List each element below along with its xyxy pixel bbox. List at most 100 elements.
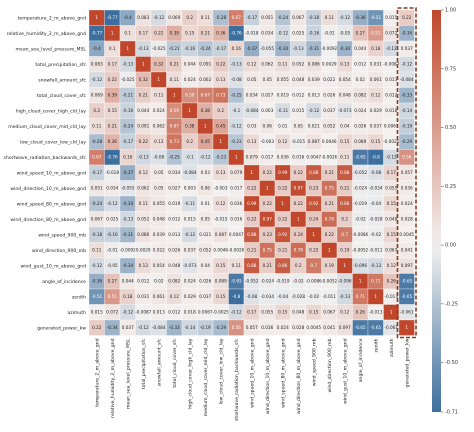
cell-label: 0.11 bbox=[278, 61, 288, 66]
cell-label: 1 bbox=[359, 278, 362, 283]
cell-label: -0.084 bbox=[400, 77, 414, 82]
cell-label: -0.015 bbox=[214, 216, 228, 221]
cell-label: 1 bbox=[328, 247, 331, 252]
cell-label: 0.031 bbox=[137, 294, 149, 299]
cell-label: -0.11 bbox=[277, 108, 288, 113]
cell-label: 0.15 bbox=[185, 30, 195, 35]
cell-label: -0.29 bbox=[401, 139, 412, 144]
cell-label: 0.024 bbox=[184, 278, 196, 283]
cell-label: 0.56 bbox=[232, 325, 242, 330]
col-label: angle_of_incidence bbox=[358, 338, 364, 382]
cell-label: -0.0026 bbox=[228, 247, 244, 252]
cell-label: -0.51 bbox=[370, 15, 381, 20]
cell-label: 0.062 bbox=[137, 185, 149, 190]
col-label: wind_direction_900_mb bbox=[327, 338, 333, 392]
row-label: generated_power_kw bbox=[37, 325, 86, 331]
cell-label: -0.028 bbox=[369, 216, 383, 221]
cell-label: 0.062 bbox=[153, 123, 165, 128]
cell-label: 0.71 bbox=[356, 294, 366, 299]
cell-label: 0.048 bbox=[153, 216, 165, 221]
cell-label: -0.061 bbox=[400, 309, 414, 314]
cell-label: -0.011 bbox=[323, 294, 337, 299]
cell-label: 0.0067 bbox=[198, 309, 213, 314]
cell-label: 0.028 bbox=[401, 216, 413, 221]
cell-label: 0.037 bbox=[401, 46, 413, 51]
cell-label: 0.082 bbox=[168, 278, 180, 283]
cell-label: 0.044 bbox=[137, 108, 149, 113]
cell-label: 0.2 bbox=[186, 139, 193, 144]
cell-label: -0.21 bbox=[169, 46, 180, 51]
colorbar-tick-label: -0.50 bbox=[445, 360, 458, 366]
cell-label: 0.22 bbox=[325, 232, 335, 237]
cell-label: 0.018 bbox=[385, 108, 397, 113]
cell-label: 0.041 bbox=[401, 247, 413, 252]
cell-label: -0.13 bbox=[138, 154, 149, 159]
cell-label: -0.18 bbox=[91, 232, 102, 237]
cell-label: 0.71 bbox=[371, 278, 381, 283]
cell-label: -0.12 bbox=[308, 108, 319, 113]
cell-label: 0.037 bbox=[370, 123, 382, 128]
cell-label: -0.76 bbox=[231, 30, 242, 35]
cell-label: 0.079 bbox=[246, 154, 258, 159]
cell-label: 0.018 bbox=[184, 309, 196, 314]
cell-label: 0.036 bbox=[277, 154, 289, 159]
cell-label: -0.0092 bbox=[120, 247, 136, 252]
cell-label: 0.75 bbox=[325, 185, 335, 190]
cell-label: 1 bbox=[126, 46, 129, 51]
cell-label: 0.024 bbox=[401, 201, 413, 206]
cell-label: -0.17 bbox=[246, 15, 257, 20]
cell-label: 0.055 bbox=[153, 201, 165, 206]
cell-label: 1 bbox=[297, 216, 300, 221]
cell-label: 0.067 bbox=[323, 309, 335, 314]
cell-label: 0.05 bbox=[154, 185, 164, 190]
cell-label: 0.12 bbox=[139, 170, 149, 175]
col-label: mean_sea_level_pressure_MSL bbox=[125, 338, 131, 409]
cell-label: 0.024 bbox=[277, 325, 289, 330]
cell-label: 0.01 bbox=[278, 123, 288, 128]
cell-label: 0.39 bbox=[108, 92, 118, 97]
cell-label: 0.88 bbox=[247, 232, 257, 237]
cell-label: 0.034 bbox=[106, 185, 118, 190]
cell-label: -0.12 bbox=[386, 46, 397, 51]
cell-label: 0.003 bbox=[261, 108, 273, 113]
cell-label: -0.13 bbox=[339, 294, 350, 299]
cell-label: 1 bbox=[95, 15, 98, 20]
cell-label: -0.02 bbox=[308, 294, 319, 299]
cell-label: 0.97 bbox=[294, 185, 304, 190]
cell-label: 0.03 bbox=[247, 123, 257, 128]
cell-label: 0.21 bbox=[263, 263, 273, 268]
cell-label: 0.67 bbox=[92, 154, 102, 159]
cell-label: 0.15 bbox=[371, 139, 381, 144]
cell-label: 0.089 bbox=[215, 278, 227, 283]
cell-label: -0.17 bbox=[215, 46, 226, 51]
cell-label: 0.7 bbox=[310, 263, 317, 268]
cell-label: 0.079 bbox=[230, 170, 242, 175]
cell-label: -0.16 bbox=[184, 46, 195, 51]
cell-label: -0.04 bbox=[370, 201, 381, 206]
cell-label: 0.072 bbox=[385, 30, 397, 35]
cell-label: 0.21 bbox=[278, 247, 288, 252]
cell-label: 0.03 bbox=[201, 170, 211, 175]
cell-label: -0.0086 bbox=[352, 232, 368, 237]
cell-label: -0.0052 bbox=[352, 247, 368, 252]
cell-label: 0.23 bbox=[263, 232, 273, 237]
cell-label: 0.73 bbox=[216, 92, 226, 97]
col-label: low_cloud_cover_low_cld_lay bbox=[218, 338, 224, 404]
cell-label: -0.8 bbox=[372, 154, 381, 159]
cell-label: 0.21 bbox=[139, 92, 149, 97]
cell-label: 0.021 bbox=[308, 123, 320, 128]
cell-label: -0.13 bbox=[293, 46, 304, 51]
cell-label: 0.061 bbox=[153, 294, 165, 299]
cell-label: 0.072 bbox=[106, 309, 118, 314]
cell-label: 0.39 bbox=[170, 30, 180, 35]
cell-label: 0.012 bbox=[292, 92, 304, 97]
cell-label: 0.012 bbox=[137, 278, 149, 283]
cell-label: 0.024 bbox=[153, 108, 165, 113]
cell-label: 0.21 bbox=[340, 185, 350, 190]
cell-label: 0.32 bbox=[154, 61, 164, 66]
cell-label: 0.025 bbox=[106, 216, 118, 221]
cell-label: 0.037 bbox=[323, 108, 335, 113]
cell-label: -0.02 bbox=[370, 232, 381, 237]
cell-label: 0.034 bbox=[261, 30, 273, 35]
cell-label: 0.51 bbox=[108, 294, 118, 299]
